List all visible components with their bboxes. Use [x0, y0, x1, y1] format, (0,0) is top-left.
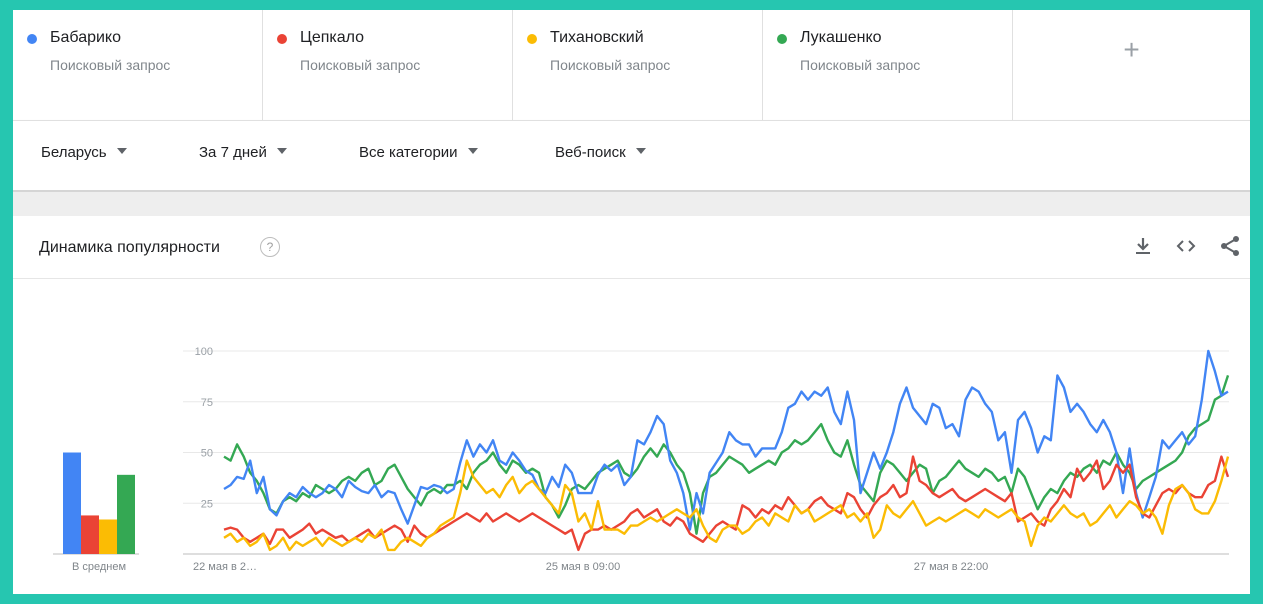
- series-line: [223, 455, 1230, 552]
- average-bar: [117, 474, 135, 554]
- share-icon[interactable]: [1218, 234, 1242, 258]
- y-tick-label: 75: [201, 397, 213, 409]
- term-type: Поисковый запрос: [50, 57, 171, 73]
- period-dropdown[interactable]: За 7 дней: [199, 144, 287, 161]
- series-line: [223, 456, 1230, 552]
- term-name: Цепкало: [300, 29, 365, 46]
- term-type: Поисковый запрос: [300, 57, 421, 73]
- term-name: Бабарико: [50, 29, 122, 46]
- term-card-babariko[interactable]: Бабарико Поисковый запрос: [13, 10, 263, 120]
- y-tick-label: 100: [195, 346, 213, 358]
- section-divider: [13, 192, 1250, 216]
- y-tick-label: 50: [201, 448, 213, 460]
- help-icon[interactable]: ?: [260, 237, 280, 257]
- share-icon-glyph: [1221, 236, 1239, 256]
- chart-title: Динамика популярности: [39, 239, 220, 256]
- category-value: Все категории: [359, 144, 458, 161]
- caret-down-icon: [635, 148, 646, 155]
- plus-icon: +: [1123, 34, 1140, 65]
- x-tick-label: 25 мая в 09:00: [546, 561, 620, 573]
- series-line: [223, 375, 1230, 535]
- download-icon-glyph: [1136, 238, 1150, 254]
- average-bar: [63, 452, 81, 554]
- download-icon[interactable]: [1131, 234, 1155, 258]
- term-name: Тихановский: [550, 29, 644, 46]
- search-terms-bar: Бабарико Поисковый запрос Цепкало Поиско…: [13, 10, 1250, 121]
- search-type-dropdown[interactable]: Веб-поиск: [555, 144, 646, 161]
- region-value: Беларусь: [41, 144, 107, 161]
- term-type: Поисковый запрос: [550, 57, 671, 73]
- series-line: [223, 349, 1229, 531]
- average-bar: [99, 519, 117, 554]
- term-color-dot: [777, 34, 787, 44]
- term-color-dot: [27, 34, 37, 44]
- filters-bar: Беларусь За 7 дней Все категории Веб-пои…: [13, 120, 1250, 192]
- trends-panel: Бабарико Поисковый запрос Цепкало Поиско…: [13, 10, 1250, 594]
- average-label: В среднем: [72, 561, 126, 573]
- y-tick-label: 25: [201, 498, 213, 510]
- embed-icon-glyph: [1176, 240, 1196, 252]
- embed-icon[interactable]: [1174, 234, 1198, 258]
- category-dropdown[interactable]: Все категории: [359, 144, 478, 161]
- x-tick-label: 27 мая в 22:00: [914, 561, 988, 573]
- caret-down-icon: [276, 148, 287, 155]
- region-dropdown[interactable]: Беларусь: [41, 144, 127, 161]
- term-card-lukashenko[interactable]: Лукашенко Поисковый запрос: [763, 10, 1013, 120]
- term-color-dot: [277, 34, 287, 44]
- term-name: Лукашенко: [800, 29, 882, 46]
- period-value: За 7 дней: [199, 144, 267, 161]
- caret-down-icon: [116, 148, 127, 155]
- trend-chart: 25 50 75 100 В среднем 22 мая в 2… 25 мая в 09…: [53, 346, 1230, 573]
- average-bar: [81, 515, 99, 554]
- chart-card-header: Динамика популярности ?: [13, 216, 1250, 279]
- search-type-value: Веб-поиск: [555, 144, 626, 161]
- term-card-tsepkalo[interactable]: Цепкало Поисковый запрос: [263, 10, 513, 120]
- term-color-dot: [527, 34, 537, 44]
- caret-down-icon: [467, 148, 478, 155]
- x-tick-label: 22 мая в 2…: [193, 561, 257, 573]
- term-card-tikhanovsky[interactable]: Тихановский Поисковый запрос: [513, 10, 763, 120]
- add-term-button[interactable]: +: [1013, 10, 1250, 120]
- term-type: Поисковый запрос: [800, 57, 921, 73]
